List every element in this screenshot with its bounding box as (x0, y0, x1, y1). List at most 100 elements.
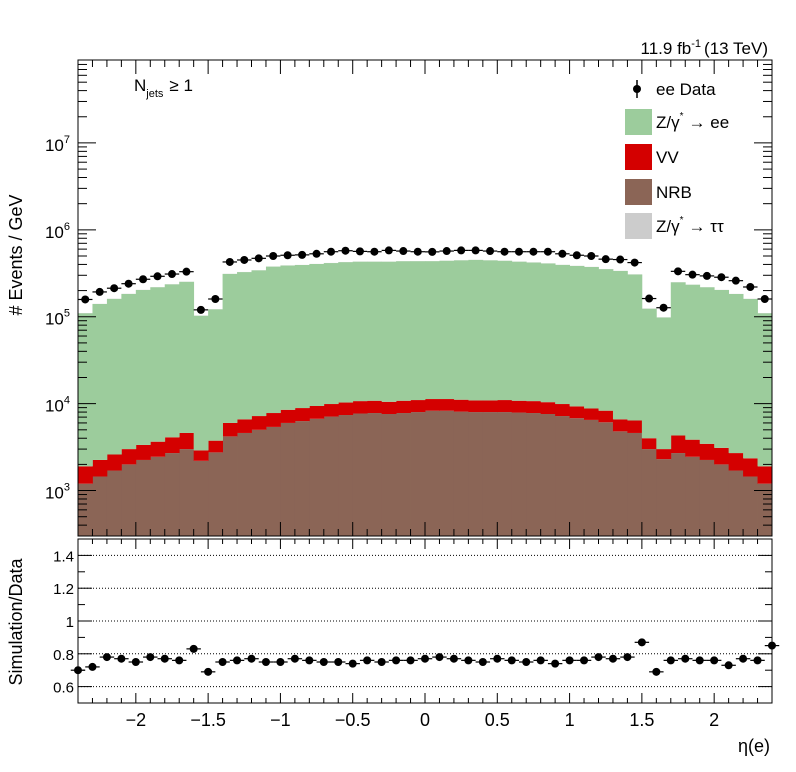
data-point (240, 255, 249, 264)
ratio-point (637, 638, 646, 647)
bar-vv (135, 444, 151, 460)
bar-vv (164, 437, 180, 454)
ratio-point (131, 658, 140, 666)
bar-zee (193, 315, 209, 451)
bar-nrb (135, 459, 151, 536)
bar-vv (179, 432, 195, 450)
bar-vv (251, 416, 267, 430)
data-points (78, 246, 772, 314)
data-point (370, 247, 379, 256)
ratio-point (724, 661, 733, 670)
legend-entry-vv: VV (625, 144, 679, 170)
legend-nrb-label: NRB (656, 183, 692, 202)
data-point (457, 246, 466, 255)
bar-nrb (164, 453, 180, 536)
bar-vv (569, 406, 585, 419)
bar-zee (468, 259, 484, 401)
data-point (81, 295, 90, 304)
ratio-point (739, 654, 748, 663)
bar-zee (106, 298, 122, 455)
data-point (760, 295, 769, 303)
bar-nrb (641, 449, 657, 536)
bar-vv (410, 400, 426, 413)
ratio-y-tick-label: 1.2 (53, 581, 74, 598)
data-point (95, 287, 104, 296)
ratio-point (204, 667, 213, 676)
bar-nrb (714, 464, 730, 536)
x-tick-label: −1 (270, 710, 291, 730)
bar-nrb (179, 449, 195, 536)
legend-vv-swatch (625, 144, 652, 170)
bar-zee (540, 263, 556, 403)
x-axis-title: η(e) (738, 736, 770, 756)
bar-vv (699, 443, 715, 460)
y-axis-title: # Events / GeV (6, 194, 26, 315)
bar-nrb (612, 431, 628, 536)
bar-nrb (323, 416, 339, 536)
x-tick-label: 2 (709, 710, 719, 730)
ratio-point (421, 654, 429, 663)
data-point (587, 252, 596, 260)
ratio-point (536, 656, 545, 665)
data-point (225, 257, 234, 266)
ratio-point (276, 658, 285, 666)
bar-nrb (656, 459, 672, 536)
ratio-point (478, 658, 487, 666)
ratio-point (522, 658, 531, 666)
bar-vv (540, 402, 556, 415)
bar-nrb (425, 410, 440, 536)
bar-zee (641, 308, 657, 439)
bottom-frame (77, 538, 773, 704)
ratio-point (594, 653, 603, 662)
bar-nrb (497, 412, 513, 536)
ratio-point (710, 656, 719, 665)
bar-nrb (453, 411, 469, 536)
bar-nrb (265, 426, 281, 536)
bar-zee (179, 281, 195, 433)
lumi-label: 11.9 fb-1 (13 TeV) (641, 38, 768, 58)
ratio-point (608, 654, 617, 663)
bar-nrb (743, 476, 758, 536)
bar-zee (265, 266, 281, 414)
ratio-point (623, 653, 632, 662)
data-point (341, 246, 350, 255)
bar-nrb (598, 422, 614, 536)
bar-vv (526, 401, 542, 414)
data-point (500, 247, 509, 256)
ratio-point (493, 654, 502, 663)
bar-zee (685, 284, 701, 440)
bar-nrb (670, 453, 686, 536)
bar-vv (555, 404, 570, 417)
bar-zee (352, 261, 368, 402)
bar-vv (265, 413, 281, 427)
bar-zee (555, 264, 570, 405)
data-point (731, 276, 740, 285)
bar-zee (598, 269, 614, 411)
data-point (124, 279, 133, 288)
data-point (355, 247, 364, 256)
data-point (529, 247, 538, 256)
bar-nrb (193, 460, 209, 536)
legend-vv-label: VV (656, 148, 679, 167)
x-tick-label: −1.5 (190, 710, 226, 730)
bar-zee (497, 260, 513, 401)
bar-zee (323, 263, 339, 405)
bar-nrb (121, 464, 137, 536)
bar-vv (757, 466, 773, 484)
bar-zee (381, 261, 397, 402)
data-point (572, 251, 581, 260)
bar-vv (425, 399, 440, 411)
bar-zee (627, 274, 643, 421)
bar-vv (338, 402, 354, 416)
ratio-point (666, 656, 675, 665)
bar-vv (584, 408, 599, 420)
legend-entry-nrb: NRB (625, 179, 692, 205)
bar-vv (208, 440, 223, 453)
bar-vv (627, 420, 643, 433)
bar-nrb (237, 432, 252, 536)
ratio-point (102, 653, 111, 662)
bar-vv (439, 399, 455, 411)
ratio-point (247, 654, 256, 663)
x-tick-label: 0 (420, 710, 430, 730)
bar-nrb (627, 432, 643, 536)
